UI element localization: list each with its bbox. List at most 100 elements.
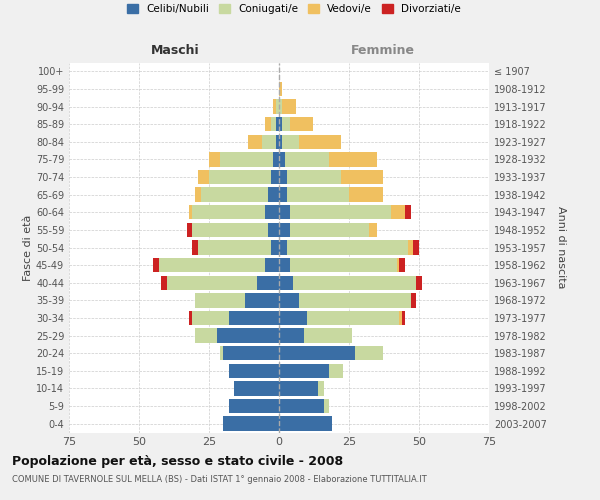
Bar bbox=[408, 240, 413, 254]
Bar bbox=[276, 100, 279, 114]
Bar bbox=[324, 399, 329, 413]
Bar bbox=[299, 134, 341, 149]
Bar bbox=[192, 205, 265, 220]
Bar bbox=[329, 152, 377, 166]
Bar bbox=[200, 188, 268, 202]
Text: Maschi: Maschi bbox=[151, 44, 200, 57]
Bar bbox=[355, 346, 383, 360]
Y-axis label: Anni di nascita: Anni di nascita bbox=[556, 206, 566, 289]
Bar bbox=[279, 399, 324, 413]
Bar bbox=[234, 381, 279, 396]
Bar bbox=[279, 134, 282, 149]
Bar bbox=[265, 205, 279, 220]
Bar bbox=[245, 293, 279, 308]
Bar bbox=[190, 311, 192, 325]
Bar bbox=[402, 311, 405, 325]
Bar bbox=[279, 82, 282, 96]
Bar bbox=[279, 293, 299, 308]
Bar bbox=[279, 240, 287, 254]
Bar bbox=[161, 276, 167, 290]
Bar bbox=[268, 188, 279, 202]
Bar bbox=[279, 258, 290, 272]
Y-axis label: Fasce di età: Fasce di età bbox=[23, 214, 33, 280]
Bar bbox=[400, 311, 402, 325]
Text: Popolazione per età, sesso e stato civile - 2008: Popolazione per età, sesso e stato civil… bbox=[12, 455, 343, 468]
Bar bbox=[195, 188, 200, 202]
Bar bbox=[229, 364, 279, 378]
Bar bbox=[217, 328, 279, 343]
Bar bbox=[209, 170, 271, 184]
Bar bbox=[167, 276, 257, 290]
Bar bbox=[271, 117, 276, 132]
Bar bbox=[282, 134, 299, 149]
Bar bbox=[198, 240, 271, 254]
Bar bbox=[153, 258, 158, 272]
Bar bbox=[416, 276, 422, 290]
Bar bbox=[279, 328, 304, 343]
Bar bbox=[341, 170, 383, 184]
Bar bbox=[198, 170, 209, 184]
Bar bbox=[158, 258, 265, 272]
Bar bbox=[279, 364, 329, 378]
Bar bbox=[262, 134, 276, 149]
Bar bbox=[279, 381, 318, 396]
Bar bbox=[405, 205, 410, 220]
Bar bbox=[229, 311, 279, 325]
Bar bbox=[248, 134, 262, 149]
Bar bbox=[257, 276, 279, 290]
Bar bbox=[368, 222, 377, 237]
Bar bbox=[397, 258, 400, 272]
Bar bbox=[195, 328, 217, 343]
Text: Femmine: Femmine bbox=[350, 44, 415, 57]
Bar bbox=[220, 152, 274, 166]
Bar bbox=[284, 152, 329, 166]
Bar bbox=[223, 416, 279, 431]
Bar bbox=[299, 293, 410, 308]
Bar bbox=[290, 117, 313, 132]
Bar bbox=[229, 399, 279, 413]
Bar bbox=[287, 170, 341, 184]
Bar bbox=[271, 240, 279, 254]
Bar bbox=[279, 346, 355, 360]
Bar bbox=[220, 346, 223, 360]
Bar bbox=[279, 311, 307, 325]
Text: COMUNE DI TAVERNOLE SUL MELLA (BS) - Dati ISTAT 1° gennaio 2008 - Elaborazione T: COMUNE DI TAVERNOLE SUL MELLA (BS) - Dat… bbox=[12, 475, 427, 484]
Bar bbox=[279, 152, 284, 166]
Bar bbox=[192, 240, 198, 254]
Bar bbox=[279, 188, 287, 202]
Bar bbox=[190, 205, 192, 220]
Bar bbox=[274, 100, 276, 114]
Bar bbox=[307, 311, 400, 325]
Bar bbox=[410, 293, 416, 308]
Bar bbox=[287, 240, 408, 254]
Bar bbox=[329, 364, 343, 378]
Bar bbox=[287, 188, 349, 202]
Bar bbox=[279, 205, 290, 220]
Bar bbox=[391, 205, 405, 220]
Bar bbox=[265, 117, 271, 132]
Bar bbox=[279, 222, 290, 237]
Bar bbox=[293, 276, 416, 290]
Bar bbox=[192, 311, 229, 325]
Bar bbox=[274, 152, 279, 166]
Bar bbox=[279, 100, 282, 114]
Bar bbox=[279, 117, 282, 132]
Bar bbox=[290, 258, 397, 272]
Bar bbox=[318, 381, 324, 396]
Bar bbox=[187, 222, 192, 237]
Bar bbox=[279, 416, 332, 431]
Bar bbox=[400, 258, 405, 272]
Bar bbox=[265, 258, 279, 272]
Bar bbox=[279, 276, 293, 290]
Bar bbox=[304, 328, 352, 343]
Bar bbox=[192, 222, 268, 237]
Bar bbox=[290, 205, 391, 220]
Legend: Celibi/Nubili, Coniugati/e, Vedovi/e, Divorziati/e: Celibi/Nubili, Coniugati/e, Vedovi/e, Di… bbox=[123, 0, 465, 18]
Bar bbox=[282, 100, 296, 114]
Bar bbox=[195, 293, 245, 308]
Bar bbox=[223, 346, 279, 360]
Bar bbox=[279, 170, 287, 184]
Bar bbox=[290, 222, 368, 237]
Bar bbox=[209, 152, 220, 166]
Bar bbox=[282, 117, 290, 132]
